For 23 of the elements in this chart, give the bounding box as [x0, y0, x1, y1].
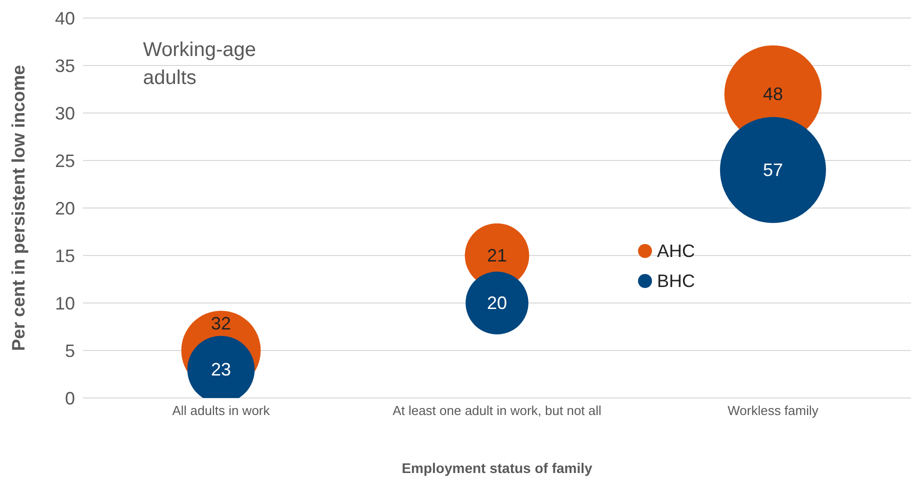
data-label: 23 — [210, 360, 232, 380]
y-tick-label: 40 — [54, 8, 75, 28]
y-tick-label: 0 — [64, 388, 75, 408]
x-tick-label: Workless family — [728, 403, 819, 418]
legend-label: AHC — [657, 240, 696, 263]
data-label: 48 — [762, 84, 784, 104]
x-tick-label: All adults in work — [172, 403, 270, 418]
y-tick-label: 15 — [54, 246, 75, 266]
text: Working-age adults — [143, 38, 258, 91]
x-axis-title: Employment status of family — [402, 460, 593, 476]
x-tick-label: At least one adult in work, but not all — [392, 403, 602, 418]
data-label: 21 — [486, 246, 508, 266]
y-tick-label: 20 — [54, 198, 75, 218]
y-tick-label: 30 — [54, 103, 75, 124]
y-tick-label: 5 — [64, 340, 75, 361]
legend-label: BHC — [657, 270, 696, 293]
y-axis-title: Per cent in persistent low income — [8, 64, 28, 352]
data-label: 20 — [486, 293, 508, 313]
y-tick-label: 10 — [54, 293, 75, 314]
y-tick-label: 25 — [54, 150, 75, 171]
data-label: 57 — [762, 160, 784, 180]
y-tick-label: 35 — [54, 56, 75, 76]
data-label: 32 — [210, 313, 232, 334]
